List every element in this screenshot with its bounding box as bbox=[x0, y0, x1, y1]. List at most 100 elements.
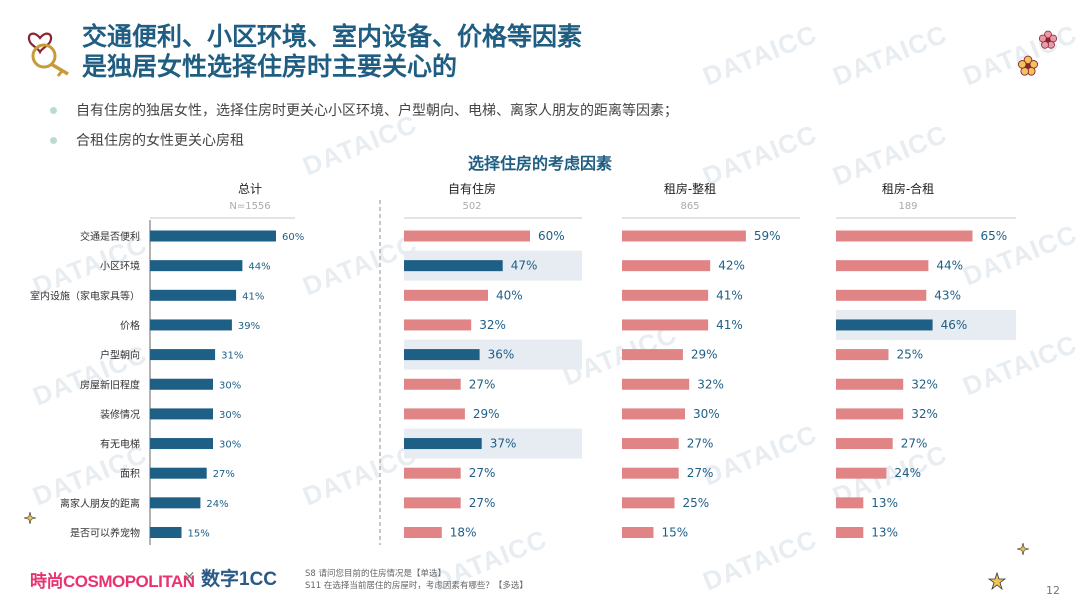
bar bbox=[150, 467, 207, 479]
data-label: 24% bbox=[206, 499, 228, 510]
data-label: 59% bbox=[754, 229, 781, 243]
key-icon bbox=[27, 32, 69, 77]
bar bbox=[622, 438, 679, 450]
data-label: 41% bbox=[716, 318, 743, 332]
data-label: 31% bbox=[221, 351, 243, 362]
data-label: 15% bbox=[662, 526, 689, 540]
bullet-list: 自有住房的独居女性，选择住房时更关心小区环境、户型朝向、电梯、离家人朋友的距离等… bbox=[50, 96, 678, 156]
bar bbox=[150, 378, 213, 390]
data-label: 15% bbox=[188, 529, 210, 540]
data-label: 25% bbox=[683, 496, 710, 510]
data-label: 32% bbox=[911, 407, 938, 421]
category-label: 面积 bbox=[120, 468, 140, 480]
bar bbox=[622, 527, 654, 538]
bar bbox=[622, 497, 675, 509]
category-label: 室内设施（家电家具等） bbox=[30, 289, 140, 302]
star-icon bbox=[988, 572, 1006, 590]
bar bbox=[150, 497, 201, 509]
bar bbox=[404, 319, 472, 331]
category-label: 离家人朋友的距离 bbox=[60, 497, 140, 510]
data-label: 60% bbox=[282, 232, 304, 243]
bar bbox=[150, 289, 237, 301]
bar bbox=[404, 438, 482, 450]
bullet-item: 合租住房的女性更关心房租 bbox=[50, 126, 678, 156]
bullet-item: 自有住房的独居女性，选择住房时更关心小区环境、户型朝向、电梯、离家人朋友的距离等… bbox=[50, 96, 678, 126]
data-label: 37% bbox=[490, 437, 517, 451]
flower-icon bbox=[1017, 55, 1039, 76]
panel-base: 502 bbox=[462, 201, 481, 212]
category-label: 交通是否便利 bbox=[80, 230, 140, 243]
bar bbox=[404, 497, 461, 509]
sparkle-icon bbox=[1017, 543, 1029, 555]
data-label: 27% bbox=[213, 469, 235, 480]
data-label: 32% bbox=[911, 377, 938, 391]
bar bbox=[622, 230, 746, 242]
data-label: 47% bbox=[511, 259, 538, 273]
footnote: S8 请问您目前的住房情况是【单选】 bbox=[305, 569, 447, 579]
bar bbox=[836, 467, 887, 479]
bar bbox=[622, 319, 709, 331]
bar bbox=[404, 289, 488, 301]
category-label: 是否可以养宠物 bbox=[70, 527, 140, 540]
data-label: 30% bbox=[693, 407, 720, 421]
data-label: 42% bbox=[718, 259, 745, 273]
bar bbox=[404, 260, 503, 272]
data-label: 43% bbox=[934, 288, 961, 302]
data-label: 41% bbox=[242, 291, 264, 302]
category-label: 有无电梯 bbox=[100, 438, 140, 451]
data-label: 27% bbox=[469, 377, 496, 391]
bar bbox=[404, 467, 461, 479]
data-label: 30% bbox=[219, 410, 241, 421]
bar bbox=[404, 378, 461, 390]
bar bbox=[150, 349, 216, 361]
panel-base: 865 bbox=[680, 201, 699, 212]
data-label: 13% bbox=[871, 526, 898, 540]
panel-title: 租房-合租 bbox=[882, 181, 934, 196]
data-label: 25% bbox=[897, 348, 924, 362]
bar bbox=[836, 289, 927, 301]
title-line-2: 是独居女性选择住房时主要关心的 bbox=[82, 52, 458, 81]
bar bbox=[836, 378, 904, 390]
data-label: 27% bbox=[687, 466, 714, 480]
bar bbox=[836, 408, 904, 420]
flower-icon bbox=[1038, 30, 1058, 49]
footnote: S11 在选择当前居住的房屋时，考虑因素有哪些？【多选】 bbox=[305, 581, 528, 591]
data-label: 29% bbox=[691, 348, 718, 362]
bar bbox=[836, 527, 864, 538]
category-label: 装修情况 bbox=[100, 408, 140, 421]
data-label: 60% bbox=[538, 229, 565, 243]
bar bbox=[836, 260, 929, 272]
category-label: 户型朝向 bbox=[100, 349, 140, 362]
data-label: 65% bbox=[981, 229, 1008, 243]
data-label: 44% bbox=[936, 259, 963, 273]
bar bbox=[622, 349, 683, 361]
bar bbox=[622, 289, 709, 301]
data-label: 27% bbox=[687, 437, 714, 451]
data-label: 30% bbox=[219, 380, 241, 391]
data-label: 40% bbox=[496, 288, 523, 302]
data-label: 27% bbox=[901, 437, 928, 451]
page-title: 交通便利、小区环境、室内设备、价格等因素 是独居女性选择住房时主要关心的 bbox=[82, 22, 582, 82]
chart-title: 选择住房的考虑因素 bbox=[467, 154, 612, 173]
bar bbox=[150, 408, 213, 420]
logo-separator: × bbox=[183, 567, 196, 585]
data-label: 32% bbox=[479, 318, 506, 332]
panel-title: 总计 bbox=[238, 182, 262, 196]
bar bbox=[404, 349, 480, 361]
panel-title: 自有住房 bbox=[448, 181, 496, 196]
category-label: 小区环境 bbox=[100, 260, 140, 273]
bar bbox=[150, 319, 232, 331]
data-label: 13% bbox=[871, 496, 898, 510]
data-label: 44% bbox=[248, 262, 270, 273]
panel-base: N=1556 bbox=[229, 201, 270, 212]
data-label: 46% bbox=[941, 318, 968, 332]
data-label: 41% bbox=[716, 288, 743, 302]
bar bbox=[622, 378, 690, 390]
bar bbox=[404, 230, 530, 242]
bar bbox=[836, 438, 893, 450]
bar bbox=[836, 230, 973, 242]
bar bbox=[150, 260, 243, 272]
bar bbox=[404, 408, 465, 420]
data-label: 27% bbox=[469, 466, 496, 480]
data-label: 24% bbox=[894, 466, 921, 480]
